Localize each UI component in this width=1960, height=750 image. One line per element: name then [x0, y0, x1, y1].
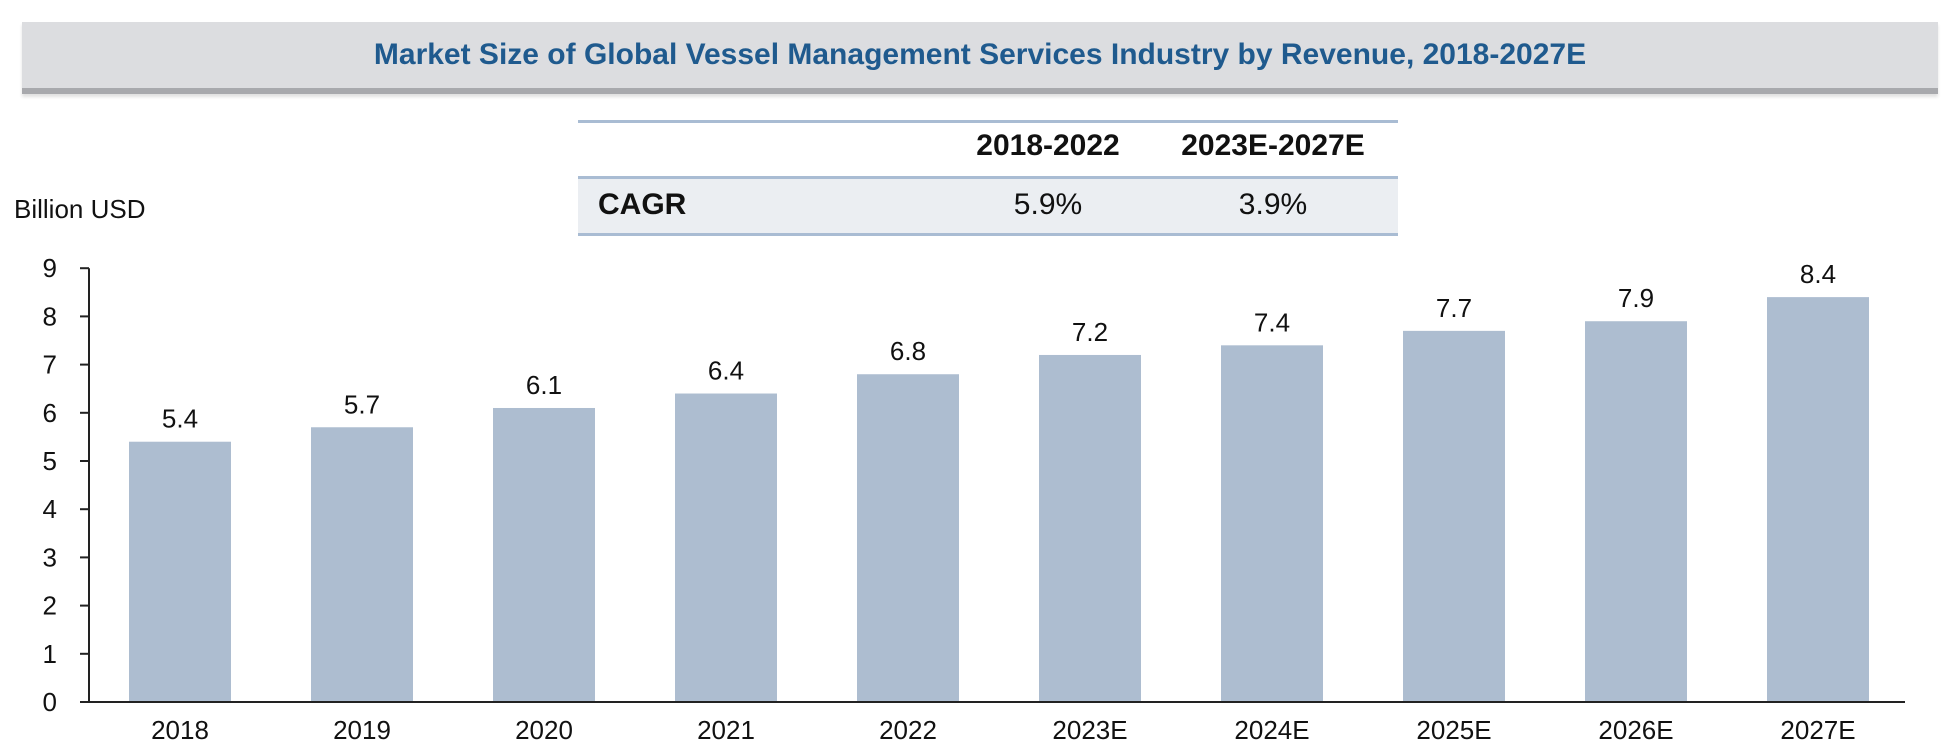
x-tick-label-2023E: 2023E [1052, 715, 1127, 745]
table-top-rule [578, 120, 1398, 123]
cagr-table: 2018-2022 2023E-2027E CAGR 5.9% 3.9% [578, 120, 1398, 236]
y-tick-label-2: 2 [43, 591, 57, 621]
y-tick-label-9: 9 [43, 253, 57, 283]
y-tick-label-0: 0 [43, 687, 57, 717]
bar-2020 [493, 407, 595, 702]
value-label-2027E: 8.4 [1800, 259, 1836, 289]
y-tick-label-6: 6 [43, 398, 57, 428]
bar-2022 [857, 374, 959, 702]
table-header-rule [578, 176, 1398, 179]
y-axis-title: Billion USD [14, 194, 146, 224]
x-tick-label-2019: 2019 [333, 715, 391, 745]
bar-2026E [1585, 321, 1687, 702]
bar-2023E [1039, 354, 1141, 702]
axis-layer: 2018 2019 2020 2021 2022 2023E 2024E 2025E 2026E… [43, 253, 1905, 745]
x-tick-label-2021: 2021 [697, 715, 755, 745]
bar-2019 [311, 427, 413, 702]
cagr-value-2023-2027: 3.9% [1238, 188, 1308, 221]
cagr-row-label: CAGR [598, 188, 687, 221]
value-label-2018: 5.4 [162, 404, 198, 434]
x-tick-label-2026E: 2026E [1598, 715, 1673, 745]
value-label-2024E: 7.4 [1254, 307, 1290, 337]
x-tick-label-2020: 2020 [515, 715, 573, 745]
value-label-2026E: 7.9 [1618, 283, 1654, 313]
bars-layer: 5.4 5.7 6.1 6.4 6.8 7.2 7.4 7.7 7.9 8.4 [129, 259, 1869, 702]
cagr-value-2018-2022: 5.9% [1013, 188, 1083, 221]
x-tick-label-2025E: 2025E [1416, 715, 1491, 745]
bar-2025E [1403, 330, 1505, 702]
value-label-2025E: 7.7 [1436, 293, 1472, 323]
y-tick-label-8: 8 [43, 301, 57, 331]
y-tick-label-3: 3 [43, 542, 57, 572]
x-tick-label-2018: 2018 [151, 715, 209, 745]
y-tick-label-1: 1 [43, 639, 57, 669]
table-bottom-rule [578, 233, 1398, 236]
y-tick-label-4: 4 [43, 494, 57, 524]
value-label-2020: 6.1 [526, 370, 562, 400]
value-label-2019: 5.7 [344, 389, 380, 419]
bar-2024E [1221, 345, 1323, 702]
y-tick-label-7: 7 [43, 350, 57, 380]
value-label-2021: 6.4 [708, 356, 744, 386]
x-tick-label-2024E: 2024E [1234, 715, 1309, 745]
cagr-header-2018-2022: 2018-2022 [976, 129, 1120, 162]
cagr-header-2023-2027: 2023E-2027E [1181, 129, 1365, 162]
bar-2018 [129, 441, 231, 702]
value-label-2023E: 7.2 [1072, 317, 1108, 347]
table-row-background [578, 179, 1398, 234]
bar-2027E [1767, 297, 1869, 702]
x-tick-label-2022: 2022 [879, 715, 937, 745]
y-tick-label-5: 5 [43, 446, 57, 476]
x-tick-label-2027E: 2027E [1780, 715, 1855, 745]
value-label-2022: 6.8 [890, 336, 926, 366]
title-bar: Market Size of Global Vessel Management … [22, 22, 1938, 94]
bar-2021 [675, 393, 777, 702]
chart-title: Market Size of Global Vessel Management … [373, 38, 1587, 71]
